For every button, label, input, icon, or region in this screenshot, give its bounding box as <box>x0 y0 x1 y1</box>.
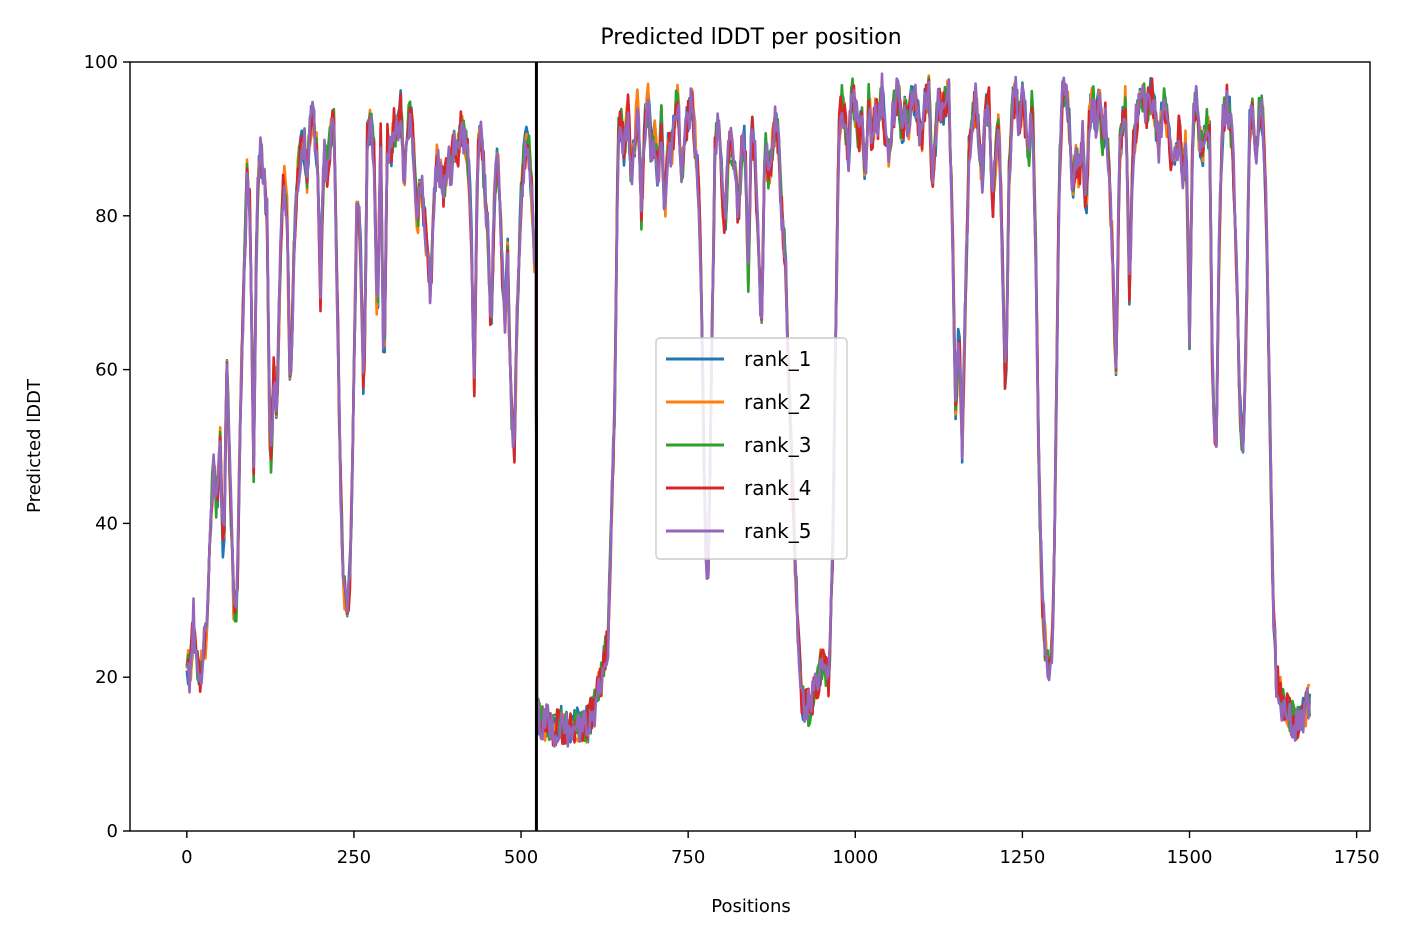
legend-label: rank_3 <box>744 433 811 457</box>
legend-label: rank_1 <box>744 347 811 371</box>
x-tick-label: 250 <box>337 847 371 868</box>
x-tick-label: 1250 <box>999 847 1045 868</box>
legend-box <box>655 337 848 560</box>
plot-frame <box>129 61 1371 832</box>
x-tick-label: 1000 <box>832 847 878 868</box>
y-tick-label: 0 <box>107 821 118 842</box>
y-tick-label: 60 <box>95 360 118 381</box>
x-tick-label: 750 <box>671 847 705 868</box>
series-line-rank_5 <box>185 72 1312 748</box>
x-tick-label: 1500 <box>1167 847 1213 868</box>
legend-label: rank_4 <box>744 476 811 500</box>
legend-label: rank_2 <box>744 390 811 414</box>
x-tick-label: 0 <box>181 847 192 868</box>
chart-title: Predicted lDDT per position <box>600 25 901 50</box>
x-tick-label: 500 <box>504 847 538 868</box>
legend: rank_1 rank_2 rank_3 rank_4 rank_5 <box>655 337 848 560</box>
y-axis-label: Predicted lDDT <box>24 378 45 513</box>
y-tick-label: 80 <box>95 206 118 227</box>
y-tick-label: 100 <box>84 52 118 73</box>
legend-label: rank_5 <box>744 519 811 543</box>
y-tick-label: 20 <box>95 667 118 688</box>
x-tick-label: 1750 <box>1334 847 1380 868</box>
y-tick-label: 40 <box>95 513 118 534</box>
x-axis-label: Positions <box>711 896 790 917</box>
